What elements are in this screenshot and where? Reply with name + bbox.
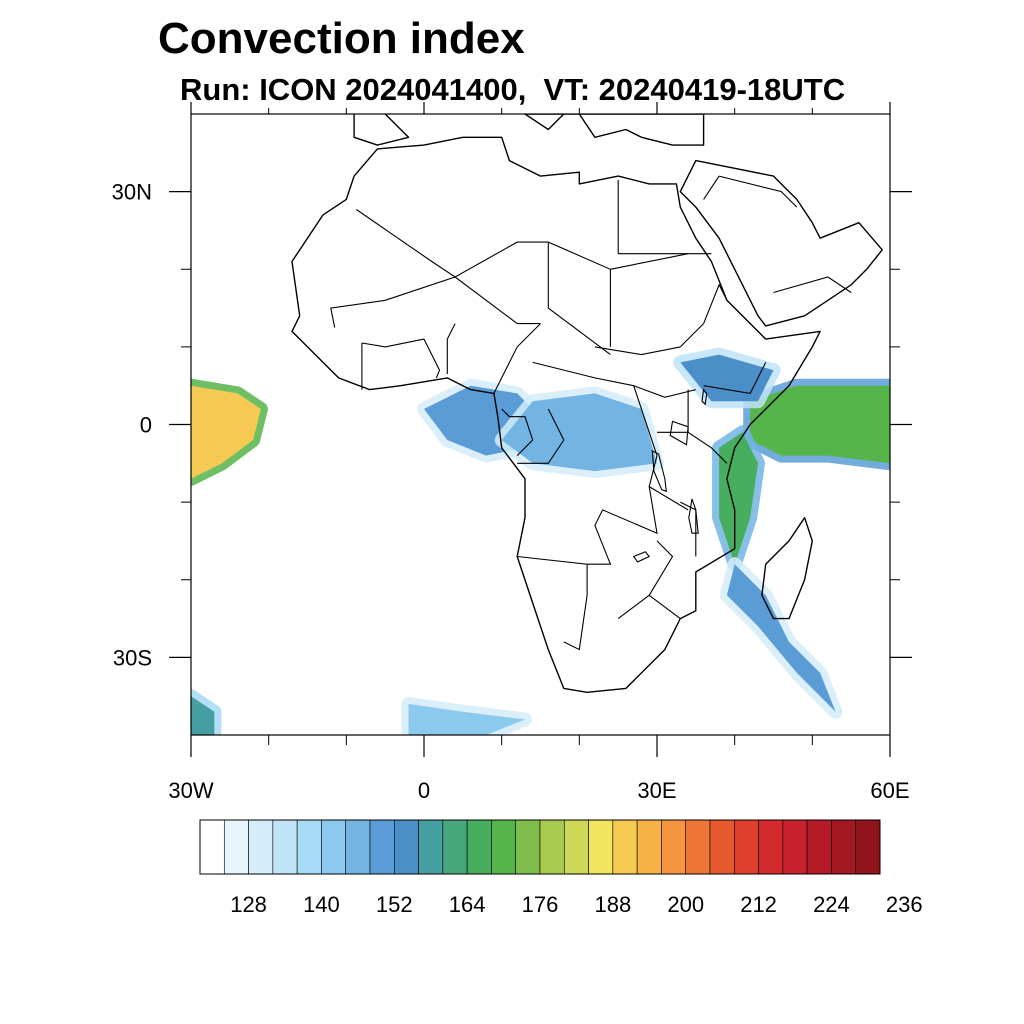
colorbar-swatch [321,819,347,875]
colorbar-swatch [418,819,444,875]
coastline-iberia [353,114,410,146]
colorbar-swatch [733,819,759,875]
colorbar-frame [199,819,881,875]
country-border [356,209,611,347]
country-border [703,283,728,324]
country-border [423,338,441,379]
colorbar-label: 212 [740,892,777,917]
colorbar-swatch [636,819,662,875]
colorbar-swatch [223,819,249,875]
convection-core-east-african-coast [719,432,758,565]
country-border [648,540,674,596]
colorbar-label: 176 [522,892,559,917]
country-border [594,346,681,356]
lon-tick-label: 30W [168,778,213,803]
colorbar-swatch [442,819,468,875]
colorbar-swatch [685,819,711,875]
colorbar-swatch [806,819,832,875]
colorbar-swatch [855,819,881,875]
colorbar-swatch [491,819,517,875]
country-border [718,175,798,208]
country-border [703,362,767,395]
convection-core-south-atlantic-band [408,703,525,735]
lon-tick-label: 30E [637,778,676,803]
colorbar-swatch [272,819,298,875]
lake-outline [669,420,689,446]
lat-tick-label: 30N [112,180,152,205]
country-border [679,323,704,348]
lon-tick-label: 0 [418,778,430,803]
lat-tick-label: 30S [113,645,152,670]
country-border [493,323,541,394]
country-border [330,299,386,328]
country-border [773,276,852,294]
country-border [385,276,541,325]
colorbar-label: 164 [449,892,486,917]
colorbar-swatch [782,819,808,875]
colorbar-swatch [563,819,589,875]
lake-outline [701,388,708,406]
colorbar-label: 188 [594,892,631,917]
lon-tick-label: 60E [870,778,909,803]
colorbar-label: 128 [230,892,267,917]
convection-core-mozambique-channel [726,564,836,712]
colorbar-swatch [539,819,565,875]
coastline-madagascar [761,517,813,620]
colorbar-swatch [466,819,492,875]
country-border [703,175,720,200]
coastline-italy-greece [524,114,705,146]
country-border [547,242,611,356]
country-border [517,408,565,464]
country-border [680,501,697,557]
axis-ticks: 30W 0 30E 60E 30N 0 30S [112,102,912,803]
colorbar-label: 200 [667,892,704,917]
colorbar-swatch [199,819,225,875]
lake-outline [632,551,651,563]
colorbar-swatch [588,819,614,875]
country-border [446,323,456,374]
colorbar-label: 152 [376,892,413,917]
colorbar-swatch [393,819,419,875]
colorbar-swatch [515,819,541,875]
colorbar-swatch [709,819,735,875]
lat-tick-label: 0 [140,413,152,438]
convection-core-equatorial-indian-ocean [750,385,890,464]
country-border [617,594,681,620]
country-border [517,555,588,651]
colorbar-label: 224 [813,892,850,917]
convection-core-southwest-atlantic [191,696,215,735]
colorbar-swatch [369,819,395,875]
country-border [610,253,689,270]
coastline-arabia [679,159,883,327]
colorbar-swatch [296,819,322,875]
colorbar-swatch [831,819,857,875]
colorbar-label: 140 [303,892,340,917]
country-border [587,385,658,565]
country-border [687,389,728,464]
coastline-africa [291,136,821,693]
chart-subtitle: Run: ICON 2024041400, VT: 20240419-18UTC [180,72,846,107]
lake-outline [651,449,667,493]
colorbar: 128 140 152 164 176 188 200 212 224 236 [199,819,923,917]
colorbar-swatch [248,819,274,875]
country-border [501,408,534,456]
convection-core-equatorial-atlantic-west [191,385,261,479]
country-border [361,338,425,348]
chart-title: Convection index [158,14,525,63]
convection-core-congo-basin [501,393,657,472]
country-border [648,486,689,511]
map-layer [191,114,890,735]
colorbar-swatch [612,819,638,875]
colorbar-swatch [345,819,371,875]
colorbar-swatch [758,819,784,875]
colorbar-label: 236 [886,892,923,917]
colorbar-swatch [661,819,687,875]
lake-outline [688,498,699,534]
